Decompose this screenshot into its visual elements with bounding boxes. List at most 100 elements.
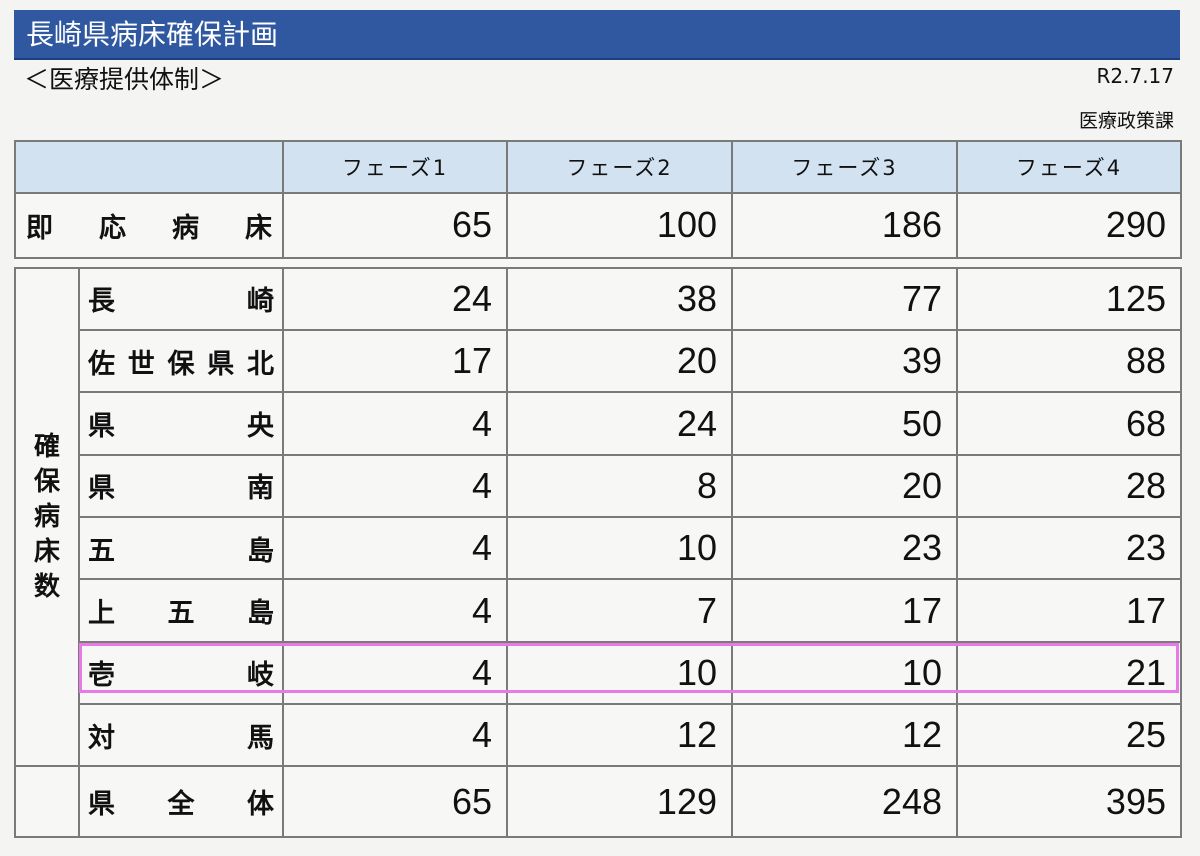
value-cell: 28	[956, 453, 1182, 519]
label-char: 島	[247, 535, 274, 567]
subtitle: ＜医療提供体制＞	[24, 65, 225, 94]
value-cell: 17	[731, 578, 958, 643]
label-char: 全	[167, 789, 195, 821]
region-label: 県 央	[78, 391, 284, 456]
label-char: 応	[99, 212, 126, 244]
total-row-blank	[14, 766, 80, 838]
header-row: フェーズ1 フェーズ2 フェーズ3 フェーズ4	[14, 139, 1182, 195]
label-char: 島	[247, 598, 274, 630]
label-char: 長	[88, 286, 115, 318]
label-char: 五	[167, 598, 195, 630]
value-cell: 4	[282, 516, 508, 581]
region-row-kenou: 県 央 4 24 50 68	[15, 391, 1182, 456]
value-cell: 50	[731, 391, 958, 456]
immediate-beds-label: 即 応 病 床	[14, 192, 284, 259]
value-cell: 24	[506, 391, 733, 456]
label-char: 床	[245, 212, 272, 244]
value-cell: 20	[506, 329, 733, 394]
label-char: 南	[247, 473, 274, 505]
value-cell: 4	[282, 453, 508, 519]
value-cell: 10	[731, 640, 958, 706]
value-cell: 23	[956, 516, 1182, 581]
region-label: 上 五 島	[78, 578, 284, 643]
value-cell: 100	[506, 192, 733, 259]
label-char: 確	[33, 431, 60, 462]
region-row-tsushima: 対 馬 4 12 12 25	[15, 703, 1182, 768]
label-char: 保	[33, 466, 60, 497]
label-char: 県	[88, 789, 115, 821]
immediate-beds-row: 即 応 病 床 65 100 186 290	[14, 192, 1182, 259]
label-char: 央	[247, 411, 274, 443]
region-row-kennan: 県 南 4 8 20 28	[15, 453, 1182, 519]
phase-header: フェーズ1	[282, 139, 508, 195]
label-char: 北	[247, 348, 274, 380]
phase-header: フェーズ2	[506, 139, 733, 195]
value-cell: 38	[506, 266, 733, 332]
value-cell: 4	[282, 640, 508, 706]
region-label: 対 馬	[78, 703, 284, 768]
region-row-sasebo-kenpoku: 佐 世 保 県 北 17 20 39 88	[15, 329, 1182, 394]
separator	[15, 256, 1181, 269]
value-cell: 129	[506, 765, 733, 838]
label-char: 数	[33, 571, 60, 602]
phase-header: フェーズ3	[731, 139, 958, 195]
label-char: 岐	[247, 660, 274, 692]
value-cell: 21	[956, 640, 1182, 706]
phase-header: フェーズ4	[956, 139, 1182, 195]
label-char: 対	[88, 722, 115, 754]
label-char: 上	[88, 598, 115, 630]
value-cell: 4	[282, 578, 508, 643]
department-label: 医療政策課	[1078, 110, 1174, 132]
value-cell: 10	[506, 516, 733, 581]
region-row-kamigoto: 上 五 島 4 7 17 17	[15, 578, 1182, 643]
region-row-nagasaki: 確 保 病 床 数 長 崎 24 38 77 125	[14, 266, 1182, 768]
label-char: 県	[207, 348, 235, 380]
region-label: 県 南	[78, 453, 284, 519]
label-char: 佐	[88, 348, 115, 380]
separator-row	[15, 256, 1181, 269]
label-char: 即	[26, 212, 53, 244]
total-row: 県 全 体 65 129 248 395	[14, 765, 1182, 838]
label-char: 世	[127, 348, 155, 380]
region-label: 壱 岐	[78, 640, 284, 706]
label-char: 病	[172, 212, 199, 244]
value-cell: 88	[956, 329, 1182, 394]
label-char: 五	[88, 535, 115, 567]
total-label: 県 全 体	[78, 765, 284, 838]
region-row-goto: 五 島 4 10 23 23	[15, 516, 1182, 581]
value-cell: 39	[731, 329, 958, 394]
region-label: 佐 世 保 県 北	[78, 329, 284, 394]
value-cell: 395	[956, 765, 1182, 838]
value-cell: 24	[282, 266, 508, 332]
value-cell: 12	[506, 703, 733, 768]
value-cell: 23	[731, 516, 958, 581]
value-cell: 20	[731, 453, 958, 519]
value-cell: 248	[731, 765, 958, 838]
label-char: 病	[33, 501, 60, 532]
value-cell: 77	[731, 266, 958, 332]
value-cell: 65	[282, 765, 508, 838]
value-cell: 4	[282, 703, 508, 768]
value-cell: 4	[282, 391, 508, 456]
value-cell: 68	[956, 391, 1182, 456]
page-title: 長崎県病床確保計画	[14, 10, 1180, 60]
region-row-iki: 壱 岐 4 10 10 21	[15, 640, 1182, 706]
label-char: 壱	[88, 660, 115, 692]
value-cell: 290	[956, 192, 1182, 259]
label-char: 体	[247, 789, 274, 821]
label-char: 県	[88, 473, 115, 505]
secured-beds-vertical-label: 確 保 病 床 数	[14, 266, 80, 768]
label-char: 馬	[247, 722, 274, 754]
bed-plan-table: フェーズ1 フェーズ2 フェーズ3 フェーズ4 即 応 病 床 65 100 1…	[14, 139, 1182, 838]
date-label: R2.7.17	[1096, 64, 1174, 88]
value-cell: 12	[731, 703, 958, 768]
value-cell: 17	[956, 578, 1182, 643]
region-label: 五 島	[78, 516, 284, 581]
value-cell: 7	[506, 578, 733, 643]
region-label: 長 崎	[78, 266, 284, 332]
label-char: 崎	[247, 286, 274, 318]
label-char: 保	[167, 348, 195, 380]
value-cell: 8	[506, 453, 733, 519]
corner-cell	[14, 139, 284, 195]
value-cell: 10	[506, 640, 733, 706]
